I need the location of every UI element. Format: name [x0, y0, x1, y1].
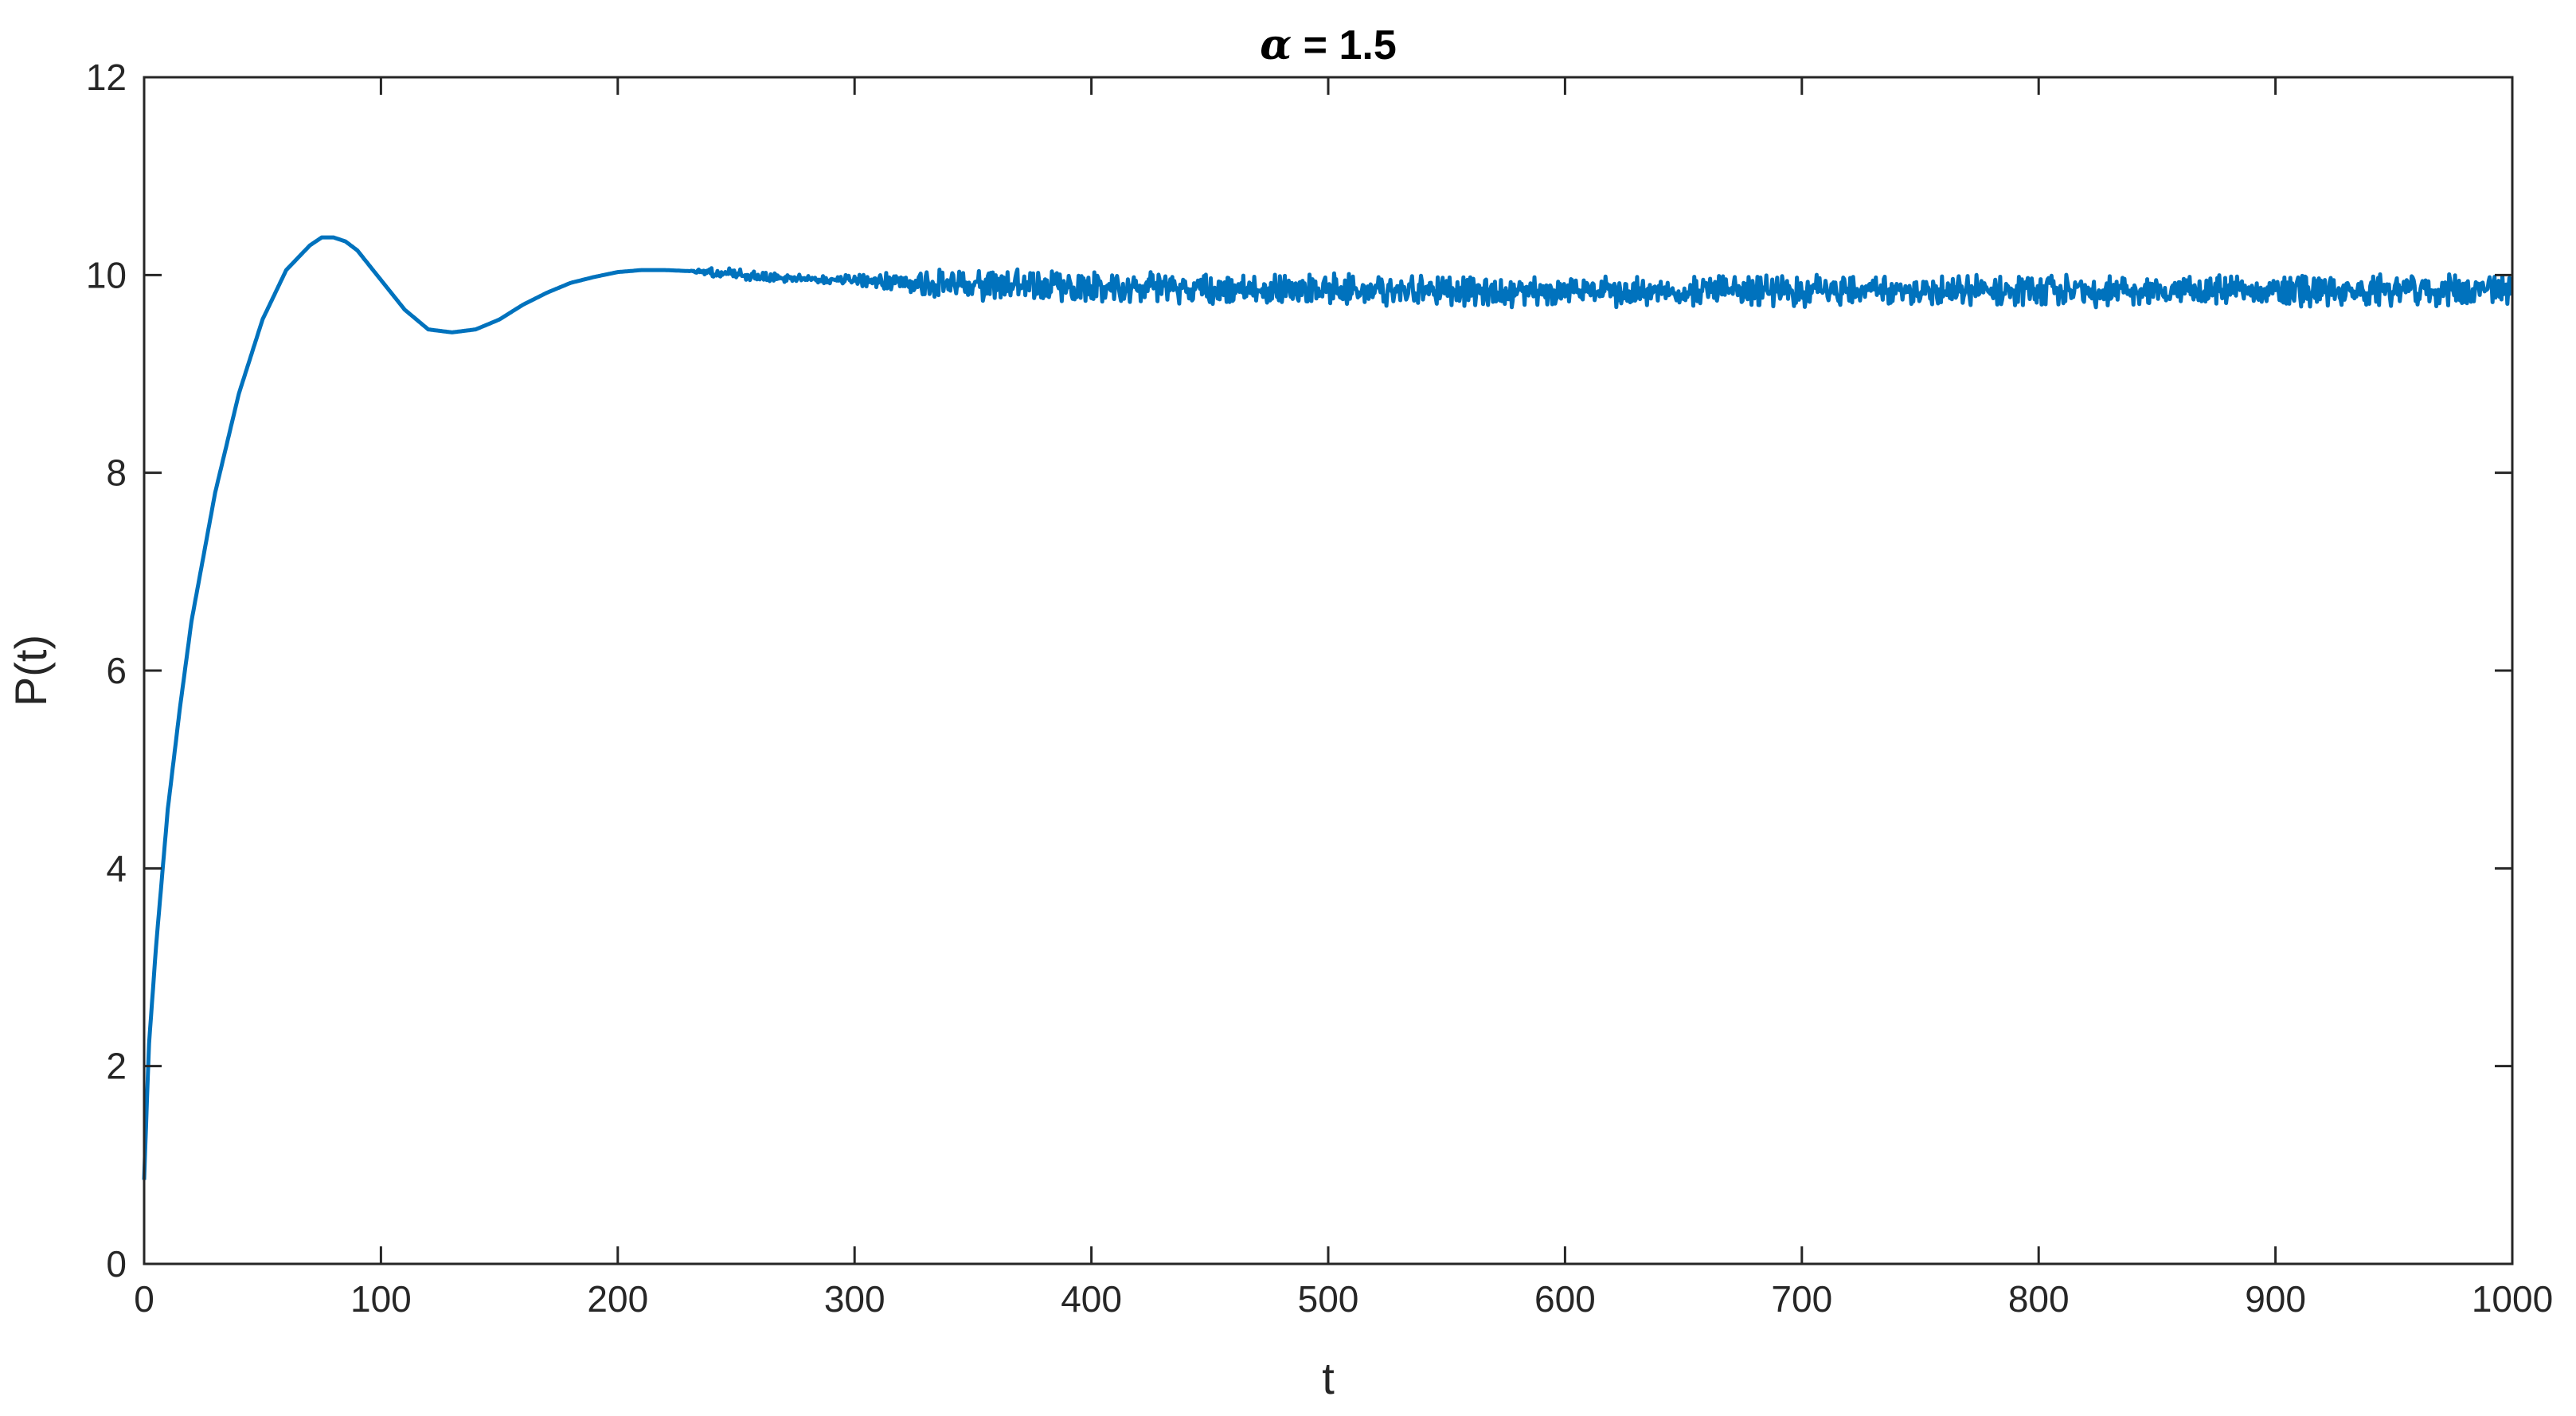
y-tick-label: 6: [106, 650, 127, 691]
plot-area-background: [144, 77, 2512, 1264]
x-tick-label: 200: [587, 1278, 648, 1320]
y-tick-label: 2: [106, 1046, 127, 1087]
y-axis-label: P(t): [6, 635, 56, 706]
x-axis-ticks: 0 100 200 300 400 500 600 700 800 900 1000: [134, 77, 2553, 1320]
y-tick-label: 4: [106, 847, 127, 889]
y-tick-label: 0: [106, 1243, 127, 1285]
y-tick-label: 10: [86, 254, 127, 295]
x-tick-label: 900: [2245, 1278, 2306, 1320]
x-tick-label: 600: [1534, 1278, 1596, 1320]
title-alpha-symbol: α: [1260, 21, 1292, 69]
y-axis-ticks: 0 2 4 6 8 10 12: [86, 57, 2512, 1285]
x-tick-label: 300: [824, 1278, 885, 1320]
x-tick-label: 500: [1298, 1278, 1359, 1320]
x-tick-label: 100: [350, 1278, 412, 1320]
x-tick-label: 1000: [2472, 1278, 2553, 1320]
series-line: [142, 235, 2514, 1180]
x-tick-label: 0: [134, 1278, 154, 1320]
x-tick-label: 700: [1771, 1278, 1832, 1320]
title-value: = 1.5: [1292, 22, 1397, 68]
x-axis-label: t: [1322, 1353, 1335, 1403]
x-tick-label: 400: [1061, 1278, 1122, 1320]
chart-title: α = 1.5: [1260, 21, 1397, 69]
y-tick-label: 12: [86, 57, 127, 98]
x-tick-label: 800: [2008, 1278, 2070, 1320]
y-tick-label: 8: [106, 452, 127, 494]
